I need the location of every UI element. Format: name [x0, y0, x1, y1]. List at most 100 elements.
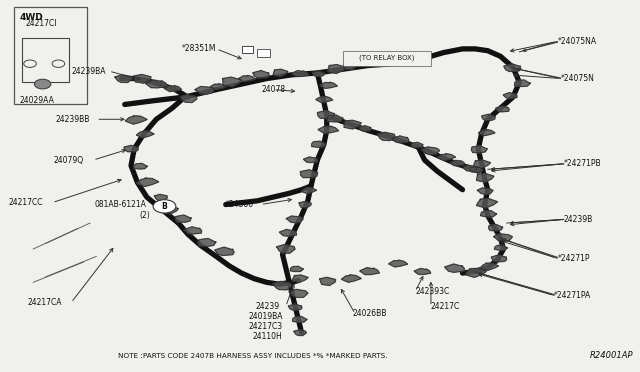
Polygon shape [392, 136, 409, 143]
Polygon shape [450, 160, 465, 166]
Polygon shape [317, 110, 335, 118]
Polygon shape [145, 80, 168, 88]
Polygon shape [495, 106, 509, 112]
Text: 24026BB: 24026BB [352, 310, 387, 318]
Polygon shape [463, 166, 477, 171]
Polygon shape [313, 71, 324, 76]
Polygon shape [344, 120, 361, 129]
Polygon shape [294, 330, 307, 336]
Polygon shape [318, 126, 339, 133]
Polygon shape [437, 154, 456, 160]
Text: 24217C: 24217C [431, 302, 460, 311]
Polygon shape [125, 116, 147, 124]
Text: *28351M: *28351M [182, 44, 216, 53]
Text: *24271P: *24271P [557, 254, 589, 263]
Polygon shape [360, 268, 380, 275]
Polygon shape [320, 82, 337, 89]
Polygon shape [341, 275, 362, 282]
Text: NOTE :PARTS CODE 2407B HARNESS ASSY INCLUDES *% *MARKED PARTS.: NOTE :PARTS CODE 2407B HARNESS ASSY INCL… [118, 353, 388, 359]
Polygon shape [488, 224, 503, 231]
Polygon shape [154, 194, 168, 201]
Text: 4WD: 4WD [19, 13, 43, 22]
Text: 24239B: 24239B [564, 215, 593, 224]
Text: *24075NA: *24075NA [557, 37, 596, 46]
Polygon shape [124, 145, 138, 152]
Polygon shape [136, 178, 159, 186]
Text: 24239BA: 24239BA [71, 67, 106, 76]
Polygon shape [134, 163, 148, 169]
Polygon shape [343, 64, 355, 69]
Polygon shape [211, 84, 226, 89]
Polygon shape [238, 76, 255, 81]
Polygon shape [291, 266, 303, 272]
Polygon shape [253, 71, 269, 78]
Polygon shape [359, 126, 371, 131]
Polygon shape [316, 96, 333, 102]
Polygon shape [279, 230, 296, 236]
Polygon shape [136, 131, 154, 138]
Polygon shape [276, 244, 295, 253]
Polygon shape [222, 77, 241, 87]
Polygon shape [312, 141, 326, 147]
Circle shape [24, 60, 36, 67]
Polygon shape [164, 86, 182, 92]
Polygon shape [412, 142, 423, 148]
Polygon shape [491, 255, 507, 262]
Polygon shape [503, 93, 517, 98]
Polygon shape [289, 289, 308, 297]
Polygon shape [481, 263, 499, 270]
Polygon shape [303, 157, 317, 163]
Bar [241, 46, 253, 53]
Polygon shape [414, 269, 431, 275]
Text: 242393C: 242393C [415, 287, 449, 296]
Polygon shape [292, 317, 307, 322]
Polygon shape [328, 65, 346, 74]
Text: *24075N: *24075N [561, 74, 595, 83]
Text: 24217CC: 24217CC [8, 198, 43, 207]
Polygon shape [288, 304, 302, 310]
Polygon shape [477, 173, 494, 182]
Polygon shape [471, 146, 487, 153]
Polygon shape [493, 234, 513, 241]
Polygon shape [163, 206, 179, 214]
Text: 24029AA: 24029AA [19, 96, 54, 105]
Polygon shape [300, 170, 318, 177]
Text: (2): (2) [140, 211, 150, 220]
Text: 24217CA: 24217CA [27, 298, 61, 307]
Polygon shape [214, 247, 234, 256]
Text: R24001AP: R24001AP [589, 351, 633, 360]
Polygon shape [465, 268, 486, 278]
Polygon shape [494, 245, 508, 250]
Polygon shape [388, 260, 408, 267]
Polygon shape [180, 95, 197, 103]
Polygon shape [482, 114, 495, 120]
Text: *24271PB: *24271PB [564, 159, 601, 168]
Text: *24271PA: *24271PA [554, 291, 591, 300]
Text: 24217CI: 24217CI [26, 19, 57, 28]
Text: 24239: 24239 [255, 302, 280, 311]
Polygon shape [184, 227, 202, 234]
Polygon shape [195, 87, 214, 94]
Polygon shape [115, 75, 132, 83]
Text: *24360: *24360 [226, 200, 254, 209]
Text: 24079Q: 24079Q [54, 155, 84, 164]
Bar [257, 49, 270, 57]
Polygon shape [377, 132, 395, 141]
Text: 24110H: 24110H [253, 332, 283, 341]
Text: 24217C3: 24217C3 [248, 322, 283, 331]
Polygon shape [474, 160, 491, 168]
Polygon shape [476, 199, 498, 208]
Circle shape [35, 79, 51, 89]
Text: 081AB-6121A: 081AB-6121A [95, 200, 147, 209]
Circle shape [153, 200, 176, 213]
Bar [14, 7, 87, 105]
Polygon shape [477, 188, 493, 194]
Polygon shape [175, 215, 191, 222]
Polygon shape [327, 115, 343, 122]
Polygon shape [273, 69, 288, 76]
Polygon shape [292, 71, 308, 76]
Polygon shape [478, 129, 495, 136]
Bar [342, 51, 431, 65]
Polygon shape [273, 281, 292, 290]
Text: (TO RELAY BOX): (TO RELAY BOX) [359, 55, 415, 61]
